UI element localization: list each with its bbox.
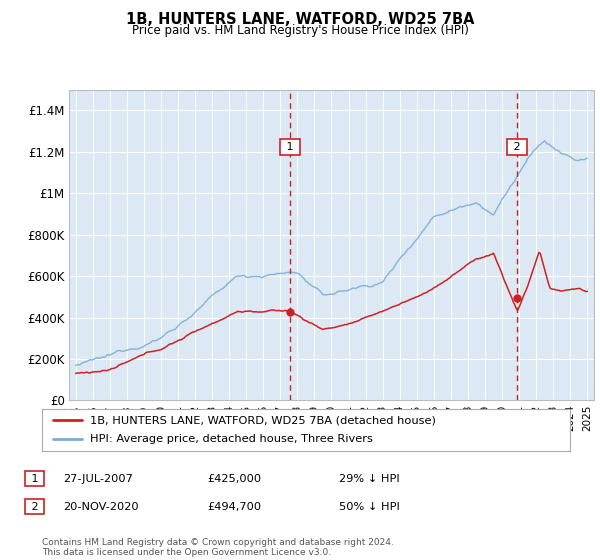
Text: 1: 1 (28, 474, 42, 484)
Text: 1B, HUNTERS LANE, WATFORD, WD25 7BA: 1B, HUNTERS LANE, WATFORD, WD25 7BA (126, 12, 474, 27)
Text: Contains HM Land Registry data © Crown copyright and database right 2024.
This d: Contains HM Land Registry data © Crown c… (42, 538, 394, 557)
Text: 2: 2 (510, 142, 524, 152)
Text: 29% ↓ HPI: 29% ↓ HPI (339, 474, 400, 484)
Text: 20-NOV-2020: 20-NOV-2020 (63, 502, 139, 512)
Text: Price paid vs. HM Land Registry's House Price Index (HPI): Price paid vs. HM Land Registry's House … (131, 24, 469, 37)
Text: £494,700: £494,700 (207, 502, 261, 512)
Text: 2: 2 (28, 502, 42, 512)
Text: £425,000: £425,000 (207, 474, 261, 484)
Text: 50% ↓ HPI: 50% ↓ HPI (339, 502, 400, 512)
Text: 1: 1 (283, 142, 297, 152)
Text: 27-JUL-2007: 27-JUL-2007 (63, 474, 133, 484)
Text: 1B, HUNTERS LANE, WATFORD, WD25 7BA (detached house): 1B, HUNTERS LANE, WATFORD, WD25 7BA (det… (89, 415, 436, 425)
Text: HPI: Average price, detached house, Three Rivers: HPI: Average price, detached house, Thre… (89, 435, 373, 445)
